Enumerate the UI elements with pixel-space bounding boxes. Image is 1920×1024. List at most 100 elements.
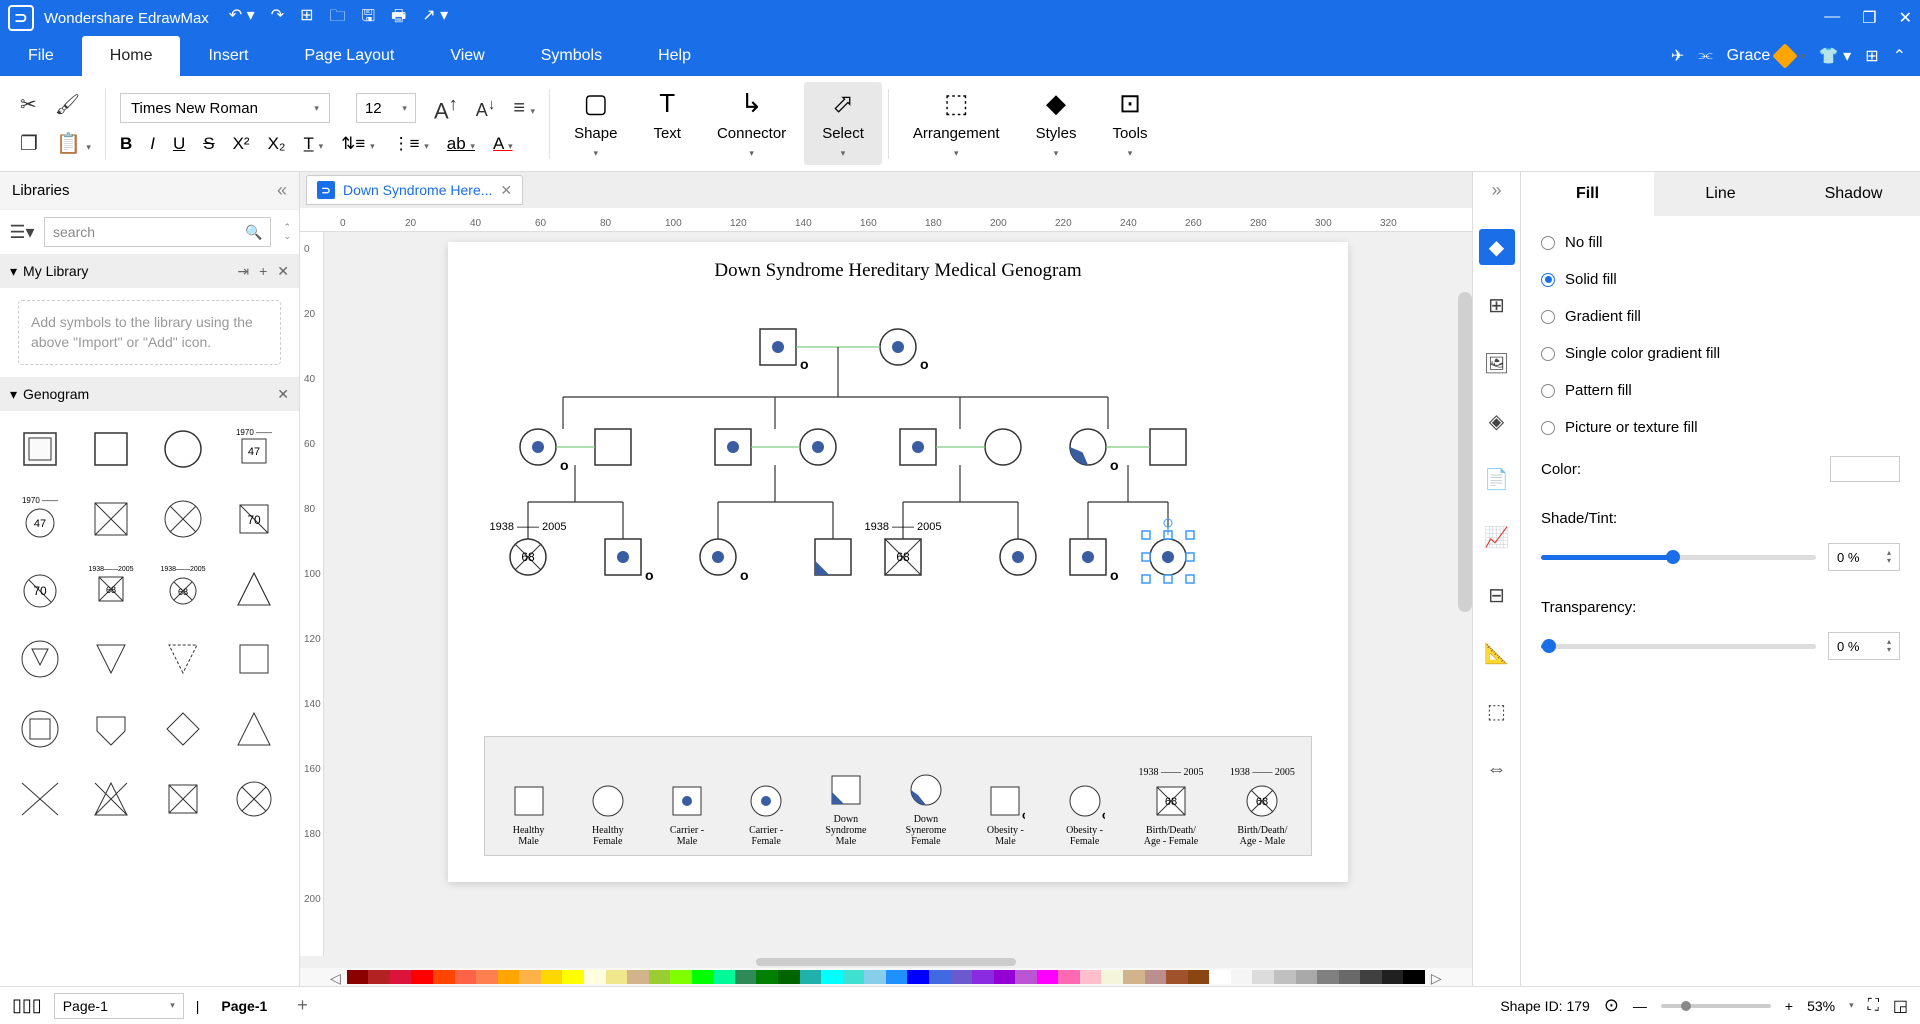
color-swatch[interactable] <box>994 970 1016 984</box>
color-swatch[interactable] <box>1058 970 1080 984</box>
color-swatch[interactable] <box>498 970 520 984</box>
bold-button[interactable]: B <box>120 134 132 154</box>
library-shape[interactable] <box>155 631 211 687</box>
fill-option-radio[interactable]: No fill <box>1541 234 1900 251</box>
import-icon[interactable]: ⇥ <box>237 263 249 280</box>
text-tool[interactable]: TText <box>635 82 699 165</box>
library-shape[interactable] <box>155 491 211 547</box>
fill-option-radio[interactable]: Picture or texture fill <box>1541 419 1900 436</box>
connector-tool[interactable]: ↳Connector▾ <box>699 82 804 165</box>
color-swatch[interactable] <box>713 970 735 984</box>
page-tab[interactable]: Page-1 <box>221 998 267 1014</box>
color-swatch[interactable] <box>821 970 843 984</box>
shape-tool[interactable]: ▢Shape▾ <box>556 82 635 165</box>
library-shape[interactable]: 70 <box>226 491 282 547</box>
zoom-in-button[interactable]: + <box>1785 998 1793 1014</box>
align-icon[interactable]: ≡ ▾ <box>513 97 535 120</box>
subscript-button[interactable]: X₂ <box>268 134 286 154</box>
color-swatch[interactable] <box>886 970 908 984</box>
shadow-tab[interactable]: Shadow <box>1787 172 1920 216</box>
color-swatch[interactable] <box>455 970 477 984</box>
menu-symbols[interactable]: Symbols <box>513 36 630 76</box>
library-shape[interactable]: 1970 ——47 <box>12 491 68 547</box>
library-shape[interactable]: 1970 ——47 <box>226 421 282 477</box>
zoom-slider[interactable] <box>1661 1004 1771 1008</box>
undo-icon[interactable]: ↶ ▾ <box>229 5 255 32</box>
color-swatch[interactable] <box>519 970 541 984</box>
case-button[interactable]: ab ▾ <box>447 134 475 154</box>
color-swatch[interactable] <box>390 970 412 984</box>
styles-tool[interactable]: ◆Styles▾ <box>1018 82 1095 165</box>
horizontal-scrollbar[interactable] <box>756 958 1016 966</box>
user-menu[interactable]: Grace ▾ <box>1727 47 1805 65</box>
export-icon[interactable]: ↗ ▾ <box>422 5 448 32</box>
fill-rail-icon[interactable]: ◆ <box>1479 229 1515 265</box>
color-swatch[interactable] <box>562 970 584 984</box>
page-rail-icon[interactable]: 📄 <box>1479 461 1515 497</box>
shade-input[interactable]: 0 %▴▾ <box>1828 543 1900 571</box>
color-swatch[interactable] <box>368 970 390 984</box>
close-section-icon[interactable]: ✕ <box>277 263 289 280</box>
select-tool[interactable]: ⬀Select▾ <box>804 82 882 165</box>
add-icon[interactable]: + <box>259 263 267 280</box>
color-swatch[interactable] <box>1080 970 1102 984</box>
my-library-header[interactable]: ▾My Library ⇥+✕ <box>0 254 299 288</box>
transparency-input[interactable]: 0 %▴▾ <box>1828 632 1900 660</box>
strikethrough-button[interactable]: S <box>203 134 214 154</box>
color-swatch[interactable] <box>1188 970 1210 984</box>
color-swatch[interactable] <box>627 970 649 984</box>
color-swatch[interactable] <box>972 970 994 984</box>
fullscreen-icon[interactable]: ◲ <box>1893 996 1908 1016</box>
color-swatch[interactable] <box>584 970 606 984</box>
vertical-scrollbar[interactable] <box>1458 292 1472 612</box>
library-shape[interactable] <box>226 701 282 757</box>
fill-color-swatch[interactable] <box>1830 456 1900 482</box>
expand-panel-icon[interactable]: » <box>1491 180 1501 201</box>
library-shape[interactable] <box>155 421 211 477</box>
arrangement-tool[interactable]: ⬚Arrangement▾ <box>895 82 1018 165</box>
share-icon[interactable]: ⫘ <box>1698 47 1712 65</box>
close-tab-icon[interactable]: ✕ <box>500 182 512 199</box>
minimize-icon[interactable]: — <box>1824 8 1840 28</box>
library-shape[interactable]: 70 <box>12 561 68 617</box>
color-swatch[interactable] <box>778 970 800 984</box>
color-swatch[interactable] <box>606 970 628 984</box>
chart-rail-icon[interactable]: 📈 <box>1479 519 1515 555</box>
color-swatch[interactable] <box>756 970 778 984</box>
tools-tool[interactable]: ⊡Tools▾ <box>1094 82 1165 165</box>
ruler-rail-icon[interactable]: 📐 <box>1479 635 1515 671</box>
library-menu-icon[interactable]: ☰▾ <box>8 222 36 243</box>
menu-help[interactable]: Help <box>630 36 719 76</box>
color-swatch[interactable] <box>1209 970 1231 984</box>
genogram-header[interactable]: ▾Genogram ✕ <box>0 377 299 411</box>
library-shape[interactable] <box>83 491 139 547</box>
menu-page-layout[interactable]: Page Layout <box>276 36 422 76</box>
color-swatch[interactable] <box>347 970 369 984</box>
fill-option-radio[interactable]: Pattern fill <box>1541 382 1900 399</box>
font-color-button[interactable]: A ▾ <box>493 134 513 154</box>
print-icon[interactable]: 🖶 <box>391 5 406 32</box>
color-swatch[interactable] <box>1382 970 1404 984</box>
table-rail-icon[interactable]: ⊟ <box>1479 577 1515 613</box>
library-shape[interactable]: 1938——200568 <box>83 561 139 617</box>
library-shape[interactable] <box>226 561 282 617</box>
cut-icon[interactable]: ✂ <box>20 92 37 117</box>
text-effect-button[interactable]: T̲ ▾ <box>304 134 324 154</box>
open-icon[interactable]: 🗀 <box>330 5 346 32</box>
color-swatch[interactable] <box>1252 970 1274 984</box>
layers-rail-icon[interactable]: ◈ <box>1479 403 1515 439</box>
library-shape[interactable] <box>155 701 211 757</box>
collapse-ribbon-icon[interactable]: ⌃ <box>1893 46 1906 66</box>
add-page-button[interactable]: + <box>297 995 308 1016</box>
zoom-out-button[interactable]: — <box>1633 998 1647 1014</box>
color-swatch[interactable] <box>411 970 433 984</box>
send-icon[interactable]: ✈ <box>1671 46 1684 66</box>
color-swatch[interactable] <box>951 970 973 984</box>
library-shape[interactable] <box>12 771 68 827</box>
grow-font-icon[interactable]: A↑ <box>434 93 458 124</box>
align-rail-icon[interactable]: ⬚ <box>1479 693 1515 729</box>
bullets-button[interactable]: ⋮≡ ▾ <box>393 134 429 154</box>
font-family-select[interactable]: Times New Roman▾ <box>120 93 330 123</box>
color-swatch[interactable] <box>433 970 455 984</box>
transparency-slider[interactable] <box>1541 644 1816 649</box>
